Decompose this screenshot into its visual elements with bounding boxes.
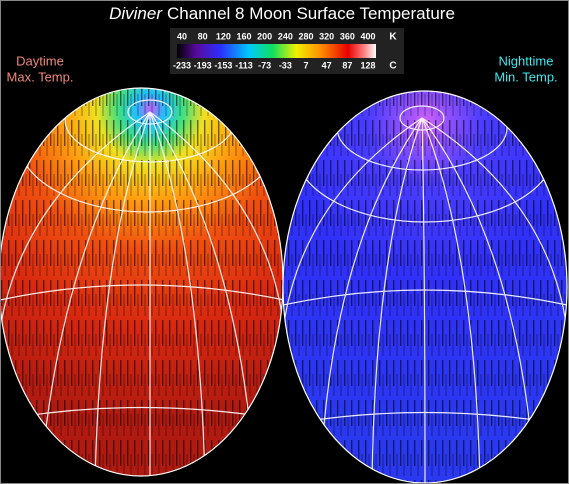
title-italic: Diviner bbox=[109, 4, 163, 23]
kelvin-label: 400 bbox=[360, 31, 375, 41]
celsius-label: 47 bbox=[322, 60, 332, 70]
left-label-line1: Daytime bbox=[16, 53, 64, 68]
celsius-label: -193 bbox=[194, 60, 212, 70]
kelvin-label: 200 bbox=[257, 31, 272, 41]
nighttime-globe bbox=[283, 91, 567, 483]
celsius-label: 128 bbox=[360, 60, 375, 70]
celsius-label: -153 bbox=[214, 60, 232, 70]
colorbar: K C 40 80 120 160 200 240 280 320 360 400 -233 -193… bbox=[170, 28, 404, 74]
celsius-label: -233 bbox=[173, 60, 191, 70]
left-label-line2: Max. Temp. bbox=[7, 69, 74, 84]
kelvin-label: 40 bbox=[177, 31, 187, 41]
right-label-line2: Min. Temp. bbox=[494, 69, 557, 84]
kelvin-label: 360 bbox=[340, 31, 355, 41]
celsius-label: 7 bbox=[303, 60, 308, 70]
kelvin-label: 240 bbox=[278, 31, 293, 41]
kelvin-label: 80 bbox=[198, 31, 208, 41]
title: Diviner Channel 8 Moon Surface Temperatur… bbox=[109, 4, 455, 23]
celsius-label: -73 bbox=[258, 60, 271, 70]
kelvin-label: 280 bbox=[298, 31, 313, 41]
kelvin-label: 160 bbox=[236, 31, 251, 41]
kelvin-unit: K bbox=[389, 32, 397, 43]
title-rest: Channel 8 Moon Surface Temperature bbox=[167, 4, 455, 23]
right-label-line1: Nighttime bbox=[499, 53, 554, 68]
colorbar-gradient bbox=[177, 44, 376, 58]
celsius-label: -113 bbox=[235, 60, 253, 70]
kelvin-label: 120 bbox=[216, 31, 231, 41]
kelvin-label: 320 bbox=[319, 31, 334, 41]
celsius-label: 87 bbox=[342, 60, 352, 70]
daytime-globe bbox=[0, 88, 283, 476]
celsius-unit: C bbox=[389, 61, 396, 72]
celsius-label: -33 bbox=[279, 60, 292, 70]
